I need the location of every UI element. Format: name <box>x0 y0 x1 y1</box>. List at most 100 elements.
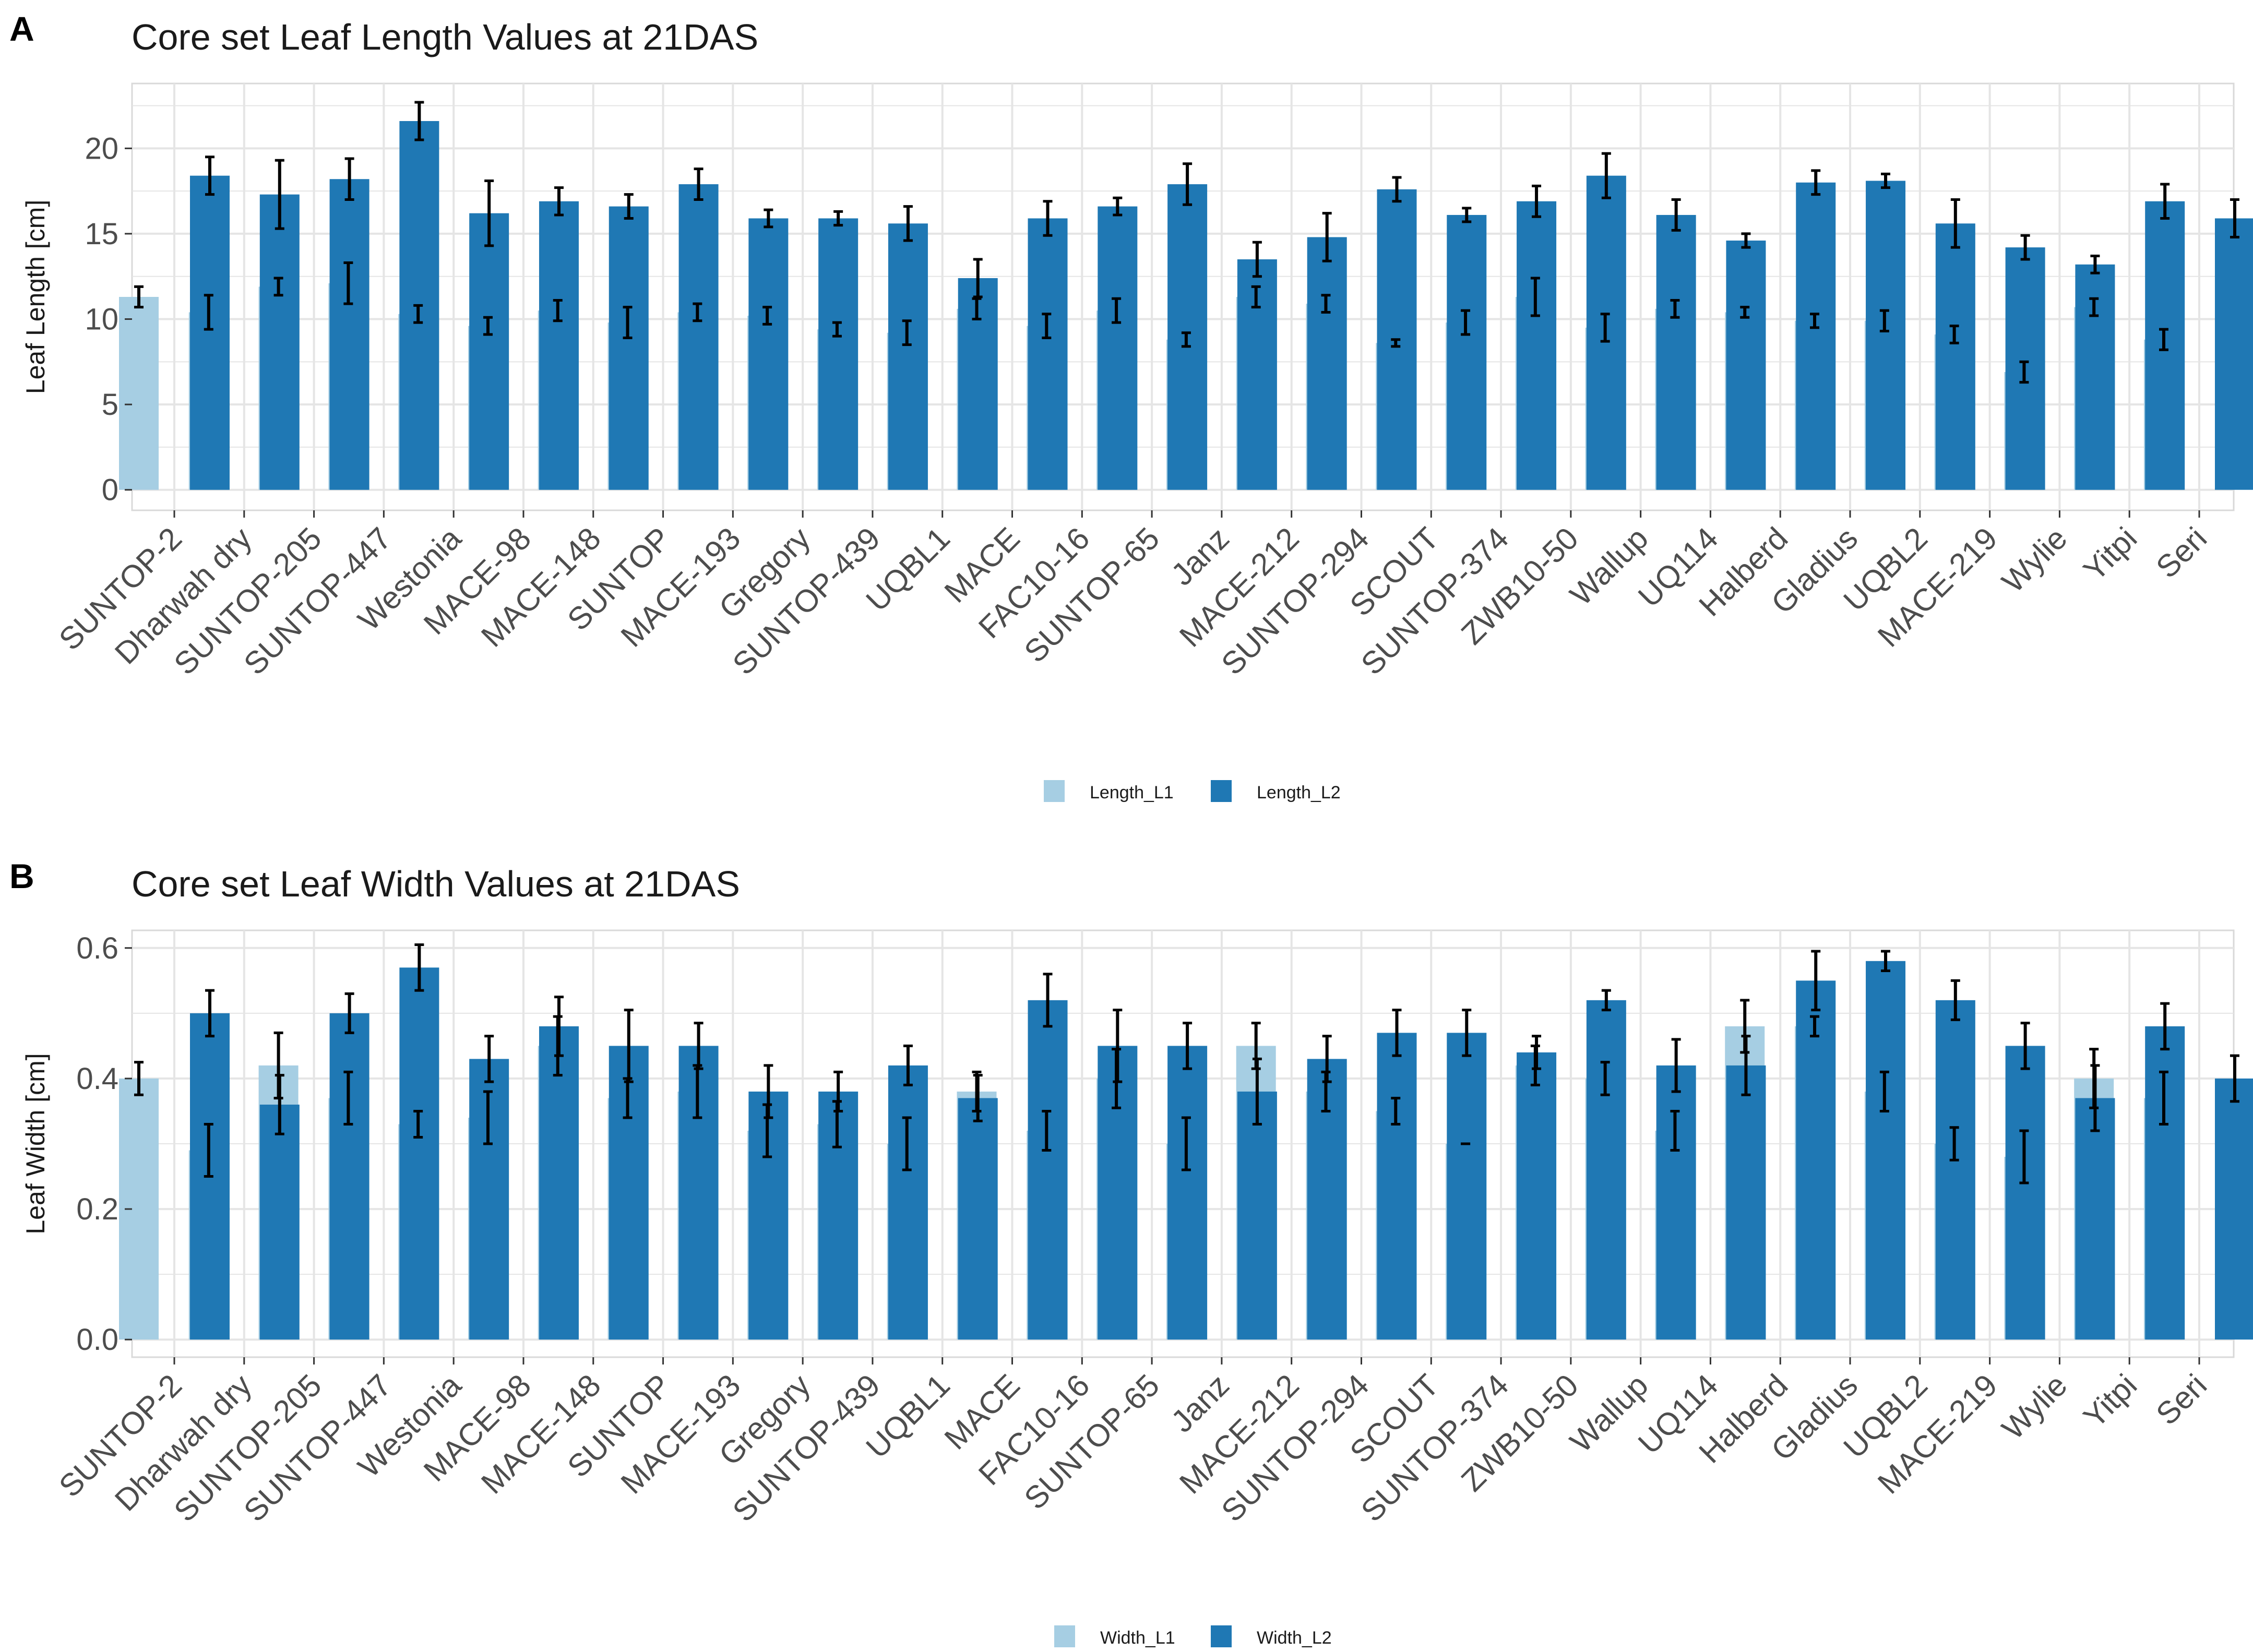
error-bar <box>1600 313 1610 343</box>
x-tick-label: Wylie <box>1995 521 2074 600</box>
y-axis-label-b: Leaf Width [cm] <box>21 1053 50 1234</box>
bar-width-l2 <box>259 1104 300 1340</box>
y-tick-label: 15 <box>85 217 118 251</box>
error-bar <box>344 992 354 1034</box>
bar-width-l2 <box>399 967 439 1340</box>
panel-b: B Core set Leaf Width Values at 21DAS 0.… <box>9 857 2253 1648</box>
error-bar <box>413 1109 423 1139</box>
bar-width-l2 <box>1377 1033 1417 1340</box>
error-bar <box>1879 309 1889 332</box>
bar-width-l2 <box>1237 1091 1277 1340</box>
error-bar <box>1532 184 1542 218</box>
y-tick-label: 10 <box>85 303 118 337</box>
error-bar <box>1392 176 1402 203</box>
y-tick-label: 0 <box>102 473 118 507</box>
error-bar <box>2159 1070 2168 1126</box>
error-bar <box>762 306 772 326</box>
y-tick-label: 0.4 <box>76 1062 118 1096</box>
error-bar <box>1391 1096 1401 1126</box>
error-bar <box>1950 979 1960 1021</box>
bar-width-l2 <box>1028 1000 1068 1340</box>
error-bar <box>972 297 982 321</box>
error-bar <box>2089 297 2099 317</box>
panel-label-a: A <box>9 9 34 48</box>
legend-a: Length_L1 Length_L2 <box>1044 780 1341 803</box>
error-bar <box>1391 338 1401 348</box>
bar-length-l2 <box>1307 237 1347 490</box>
bar-length-l2 <box>1028 218 1068 490</box>
bar-length-l2 <box>539 201 579 490</box>
x-tick-label: Yitpi <box>2077 521 2143 588</box>
legend-swatch-width-l2 <box>1211 1625 1232 1647</box>
bars-b <box>119 961 2253 1340</box>
error-bar <box>1950 198 1960 249</box>
error-bar <box>1670 1109 1680 1152</box>
bar-width-l2 <box>888 1065 928 1340</box>
y-axis-label-a: Leaf Length [cm] <box>21 200 50 394</box>
error-bar <box>483 1090 493 1145</box>
bar-width-l2 <box>1517 1052 1557 1340</box>
error-bar <box>1043 200 1053 237</box>
error-bar <box>903 1044 913 1086</box>
bar-width-l2 <box>539 1026 579 1340</box>
y-tick-label: 20 <box>85 131 118 165</box>
y-tick-label: 0.6 <box>76 931 118 965</box>
error-bar <box>1462 1009 1472 1057</box>
error-bar <box>414 101 424 141</box>
error-bar <box>2019 360 2029 384</box>
error-bar <box>833 210 843 227</box>
x-tick-label: Yitpi <box>2077 1368 2143 1434</box>
error-bar <box>623 306 633 340</box>
error-bar <box>554 996 564 1057</box>
y-tick-label: 0.0 <box>76 1323 118 1357</box>
error-bar <box>2230 1054 2239 1103</box>
bar-length-l2 <box>1935 223 1975 490</box>
error-bar <box>1600 1061 1610 1096</box>
error-bar <box>973 258 983 298</box>
bar-length-l2 <box>888 223 928 490</box>
legend-b: Width_L1 Width_L2 <box>1054 1625 1332 1648</box>
chart-title-a: Core set Leaf Length Values at 21DAS <box>132 17 758 57</box>
error-bar <box>484 1035 494 1083</box>
error-bar <box>553 299 563 322</box>
error-bar <box>483 316 493 336</box>
error-bar <box>1670 299 1680 319</box>
bar-width-l2 <box>1796 980 1836 1340</box>
error-bar <box>1810 1015 1820 1038</box>
error-bar <box>1811 950 1821 1012</box>
error-bar <box>1042 313 1052 340</box>
error-bar <box>1601 152 1611 199</box>
bar-width-l2 <box>2215 1078 2253 1340</box>
error-bar <box>2160 1002 2170 1051</box>
error-bar <box>1532 1035 1542 1070</box>
error-bar <box>273 277 283 297</box>
error-bar <box>694 1022 704 1070</box>
error-bar <box>414 943 424 992</box>
error-bar <box>764 1064 773 1119</box>
bar-length-l2 <box>748 218 789 490</box>
bar-width-l2 <box>1866 961 1906 1340</box>
error-bar <box>134 285 144 309</box>
error-bar <box>1740 306 1750 319</box>
bar-width-l2 <box>2075 1098 2115 1340</box>
bar-length-l2 <box>469 213 509 490</box>
bar-length-l2 <box>818 218 859 490</box>
legend-label-length-l2: Length_L2 <box>1257 783 1341 803</box>
error-bar <box>1461 309 1471 336</box>
bar-length-l2 <box>609 206 649 490</box>
y-tick-label: 0.2 <box>76 1192 118 1226</box>
error-bar <box>1601 989 1611 1012</box>
error-bar <box>1671 1038 1681 1093</box>
bar-length-l2 <box>2215 218 2253 490</box>
bar-width-l2 <box>329 1013 369 1340</box>
error-bar <box>1810 313 1820 329</box>
error-bar <box>833 1070 843 1112</box>
panel-a: A Core set Leaf Length Values at 21DAS 0… <box>9 9 2253 803</box>
error-bar <box>413 304 423 324</box>
error-bar <box>902 319 912 346</box>
error-bar <box>2020 1022 2030 1070</box>
x-tick-label: Seri <box>2149 521 2213 585</box>
error-bar <box>484 179 494 247</box>
y-ticks-a: 0 5 10 15 20 <box>85 131 132 507</box>
